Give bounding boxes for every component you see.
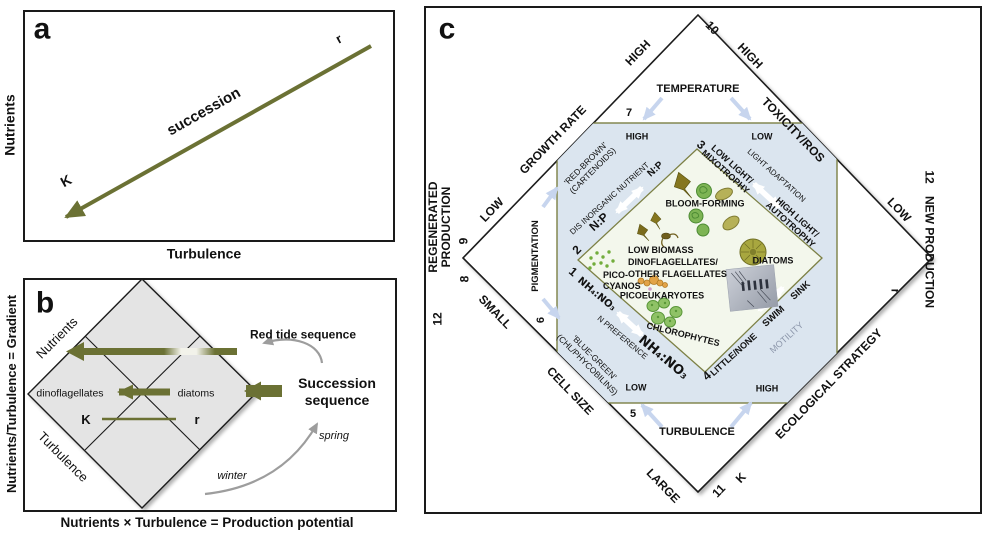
panel-a-label: a	[33, 12, 51, 46]
picoplankton-organisms	[588, 250, 668, 291]
spring-label: spring	[319, 430, 349, 443]
bloom-forming-organisms	[669, 169, 740, 237]
diatoms-label-c: DIATOMS	[752, 255, 794, 266]
turbulence-label-c: TURBULENCE	[659, 426, 735, 439]
diatom-organisms	[725, 238, 779, 312]
red-tide-gradient-arrow	[66, 342, 237, 361]
winter-spring-arrow	[204, 422, 318, 496]
panel-b-r-label: r	[194, 412, 200, 428]
low-biomass-flagellate-organisms	[634, 211, 679, 248]
temperature-label: TEMPERATURE	[656, 83, 740, 96]
turb-high-label: HIGH	[755, 383, 779, 394]
panel-a-succession-arrow	[64, 44, 372, 219]
new-production-label: NEW PRODUCTION	[922, 196, 937, 308]
panel-b-left-axis-label: Nutrients/Turbulence = Gradient	[4, 294, 20, 494]
turb-low-label: LOW	[625, 382, 647, 393]
low-biomass-label: LOW BIOMASS DINOFLAGELLATES/OTHER FLAGELL…	[628, 245, 727, 279]
num-12-left: 12	[430, 312, 445, 326]
picoeukaryote-pink-cell	[648, 287, 652, 291]
num-12-right: 12	[922, 170, 937, 184]
temp-low-label: LOW	[751, 131, 773, 142]
panel-b-k-label: K	[81, 412, 91, 428]
chlorophyte-organisms	[646, 297, 683, 328]
num-9: 9	[456, 237, 471, 245]
red-tide-sequence-label: Red tide sequence	[249, 327, 357, 342]
gradient-arrows-lightblue	[541, 96, 753, 429]
succession-sequence-label: Succession sequence	[298, 375, 376, 408]
pigmentation-label: PIGMENTATION	[530, 220, 542, 292]
num-7: 7	[625, 107, 633, 120]
panel-b-label: b	[35, 286, 55, 320]
pico-cyanos-label: PICO- CYANOS	[603, 270, 641, 291]
diatoms-label-b: diatoms	[177, 387, 215, 400]
winter-label: winter	[217, 470, 247, 483]
dinoflagellates-label: dinoflagellates	[36, 387, 104, 400]
num-6: 6	[535, 316, 548, 324]
panel-a-y-axis-label: Nutrients	[1, 94, 18, 156]
r-strategy-label: r	[888, 288, 903, 294]
panel-c-label: c	[438, 12, 456, 46]
red-tide-pointer-arrow	[262, 335, 324, 364]
num-5: 5	[629, 408, 637, 421]
panel-b-bottom-axis-label: Nutrients × Turbulence = Production pote…	[60, 514, 354, 530]
temp-high-label: HIGH	[625, 131, 649, 142]
bloom-forming-label: BLOOM-FORMING	[665, 198, 745, 209]
sinking-diatom-photo	[725, 264, 779, 312]
num-8: 8	[457, 275, 472, 283]
regenerated-production-label: REGENERATED PRODUCTION	[426, 181, 453, 273]
panel-a-x-axis-label: Turbulence	[166, 245, 242, 262]
picoeukaryotes-label: PICOEUKARYOTES	[619, 290, 705, 301]
